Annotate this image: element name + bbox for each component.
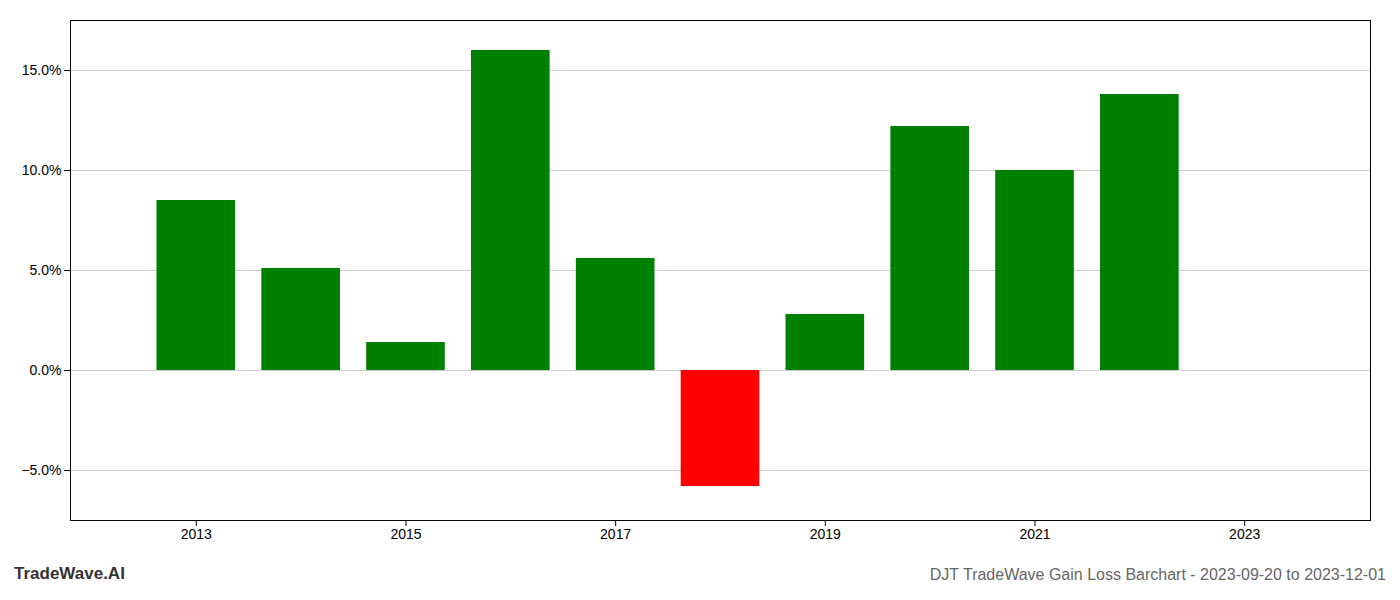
svg-text:0.0%: 0.0%: [30, 362, 62, 378]
svg-text:2017: 2017: [600, 526, 631, 542]
html-text:TradeWave.AI: TradeWave.AI: [14, 564, 125, 583]
svg-text:2021: 2021: [1019, 526, 1050, 542]
svg-text:2019: 2019: [810, 526, 841, 542]
svg-text:10.0%: 10.0%: [22, 162, 62, 178]
svg-text:15.0%: 15.0%: [22, 62, 62, 78]
svg-text:2023: 2023: [1229, 526, 1260, 542]
svg-text:2015: 2015: [390, 526, 421, 542]
html-text:DJT TradeWave Gain Loss Barcha: DJT TradeWave Gain Loss Barchart - 2023-…: [929, 566, 1386, 583]
svg-text:−5.0%: −5.0%: [21, 462, 61, 478]
svg-text:2013: 2013: [181, 526, 212, 542]
svg-text:5.0%: 5.0%: [30, 262, 62, 278]
